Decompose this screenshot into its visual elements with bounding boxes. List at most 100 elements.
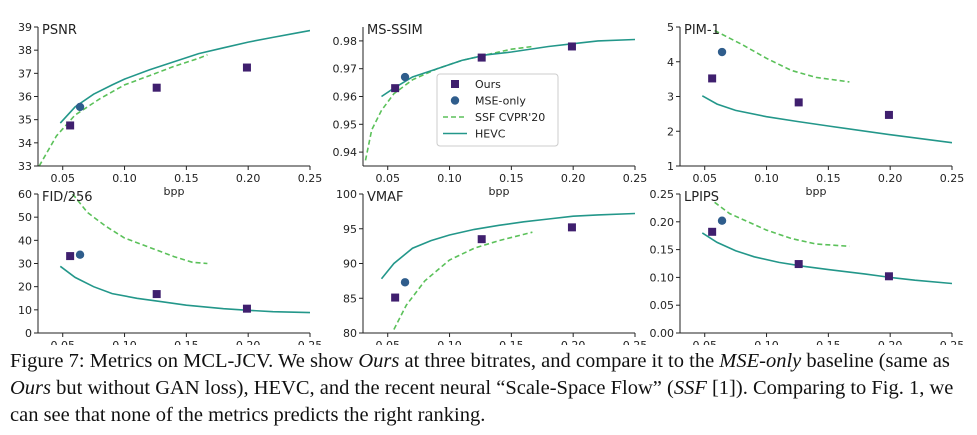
ours-point	[567, 223, 576, 232]
ours-point	[567, 42, 576, 51]
y-tick-label: 39	[18, 21, 32, 34]
ours-point	[391, 84, 400, 93]
y-tick-label: 90	[343, 258, 357, 271]
y-tick-label: 20	[18, 281, 32, 294]
y-tick-label: 85	[343, 292, 357, 305]
ours-point	[152, 83, 161, 92]
caption-text: baseline (same as	[801, 350, 950, 372]
hevc-series-line	[380, 212, 635, 280]
legend-label-ours: Ours	[475, 78, 501, 91]
chart-legend: Ours MSE-only SSF CVPR'20 HEVC	[436, 73, 559, 147]
legend-label-ssf: SSF CVPR'20	[475, 111, 545, 124]
y-tick-label: 36	[18, 91, 32, 104]
y-tick-label: 60	[18, 188, 32, 201]
ssf-series-line	[71, 194, 208, 265]
caption-mse-emphasis: MSE-only	[719, 350, 802, 372]
y-tick-label: 100	[336, 188, 357, 201]
caption-text: [1]). Comparing to Fig. 1, we can see th…	[10, 377, 954, 426]
y-tick-label: 40	[18, 234, 32, 247]
legend-ours-marker	[451, 80, 459, 88]
chart-panel-ms-ssim: 0.94 0.95 0.96 0.97 0.98 0.05 0.10 0.15 0.20 0.25…	[333, 23, 648, 198]
x-tick-label: 0.05	[692, 172, 717, 185]
x-tick-label: 0.15	[174, 172, 199, 185]
x-tick-label: 0.05	[375, 339, 400, 345]
legend-label-hevc: HEVC	[475, 128, 506, 141]
panel-title: LPIPS	[684, 190, 719, 205]
x-tick-label: 0.25	[940, 172, 965, 185]
y-tick-label: 2	[667, 125, 674, 138]
ssf-series-line	[393, 231, 533, 330]
x-tick-label: 0.10	[437, 172, 462, 185]
ours-point	[66, 252, 75, 261]
figure-caption: Figure 7: Metrics on MCL-JCV. We show Ou…	[10, 348, 970, 429]
panel-title: PIM-1	[684, 23, 720, 38]
mse-only-point	[717, 216, 727, 225]
x-tick-label: 0.25	[623, 172, 648, 185]
y-tick-label: 0.98	[333, 35, 358, 48]
ours-point	[884, 272, 893, 281]
x-tick-label: 0.20	[561, 339, 586, 345]
panel-title: FID/256	[42, 190, 93, 205]
y-tick-label: 0.10	[650, 271, 675, 284]
x-tick-label: 0.15	[816, 172, 841, 185]
ssf-series-line	[714, 29, 850, 83]
caption-ours-emphasis: Ours	[358, 350, 400, 372]
x-tick-label: 0.05	[692, 339, 717, 345]
x-tick-label: 0.20	[561, 172, 586, 185]
ours-point	[477, 235, 486, 244]
y-tick-label: 0.20	[650, 216, 675, 229]
ours-point	[152, 290, 161, 299]
mse-only-point	[400, 72, 410, 82]
y-tick-label: 5	[667, 21, 674, 34]
y-tick-label: 3	[667, 91, 674, 104]
x-tick-label: 0.20	[878, 172, 903, 185]
x-tick-label: 0.05	[50, 339, 75, 345]
x-tick-label: 0.10	[437, 339, 462, 345]
x-tick-label: 0.05	[50, 172, 75, 185]
y-tick-label: 0.96	[333, 91, 358, 104]
y-tick-label: 33	[18, 160, 32, 173]
hevc-series-line	[59, 265, 310, 314]
y-tick-label: 10	[18, 304, 32, 317]
ssf-series-line	[714, 201, 850, 248]
caption-ssf-emphasis: SSF	[673, 377, 707, 399]
x-tick-label: 0.10	[112, 339, 137, 345]
mse-only-point	[400, 278, 410, 287]
y-tick-label: 0.25	[650, 188, 675, 201]
x-tick-label: 0.05	[375, 172, 400, 185]
y-tick-label: 95	[343, 223, 357, 236]
y-tick-label: 50	[18, 211, 32, 224]
mse-only-point	[75, 250, 85, 259]
x-axis-title: bpp	[806, 185, 827, 198]
mse-only-point	[717, 47, 727, 57]
y-tick-label: 30	[18, 258, 32, 271]
x-axis-title: bpp	[164, 185, 185, 198]
ours-point	[708, 74, 717, 83]
panel-title: PSNR	[42, 23, 77, 38]
chart-panel-pim-1: 1 2 3 4 5 0.05 0.10 0.15 0.20 0.25 bpp PIM-1	[667, 21, 964, 198]
x-tick-label: 0.25	[298, 339, 323, 345]
x-tick-label: 0.15	[499, 172, 524, 185]
caption-text: at three bitrates, and compare it to the	[399, 350, 720, 372]
x-tick-label: 0.20	[236, 172, 261, 185]
y-tick-label: 34	[18, 137, 32, 150]
panel-title: VMAF	[367, 190, 403, 205]
x-tick-label: 0.15	[816, 339, 841, 345]
ours-point	[708, 227, 717, 236]
x-tick-label: 0.10	[112, 172, 137, 185]
ours-point	[884, 110, 893, 119]
x-tick-label: 0.25	[298, 172, 323, 185]
ours-point	[391, 293, 400, 302]
caption-ours-emphasis: Ours	[10, 377, 52, 399]
ours-point	[242, 304, 251, 313]
y-tick-label: 37	[18, 67, 32, 80]
y-tick-label: 1	[667, 160, 674, 173]
y-tick-label: 0.15	[650, 244, 675, 257]
x-tick-label: 0.25	[940, 339, 965, 345]
y-tick-label: 0	[25, 327, 32, 340]
ssf-series-line	[364, 45, 533, 161]
y-tick-label: 0.95	[333, 118, 358, 131]
hevc-series-line	[701, 95, 952, 144]
hevc-series-line	[59, 29, 310, 124]
